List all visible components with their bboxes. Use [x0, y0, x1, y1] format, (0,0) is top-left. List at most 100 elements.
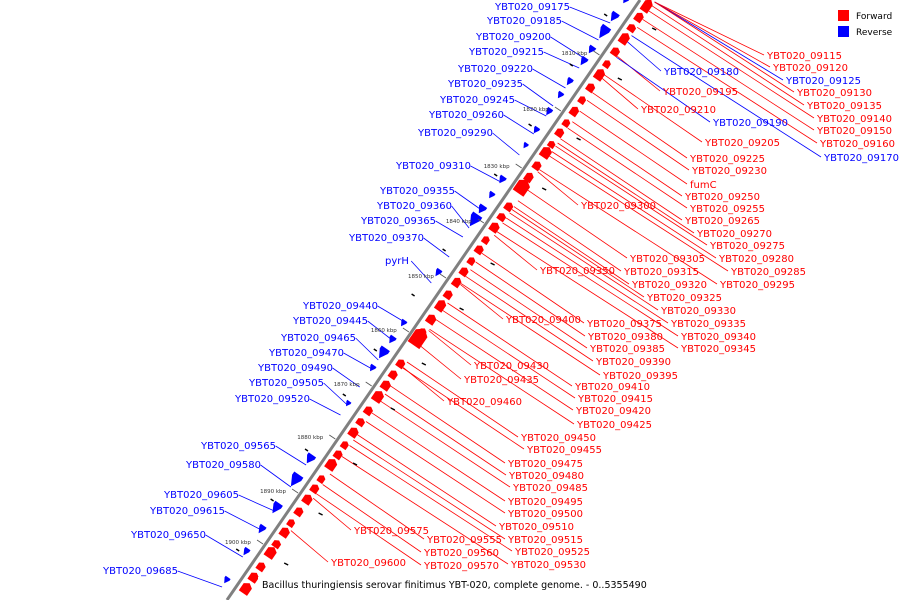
- right-gene-label: YBT020_09410: [574, 382, 650, 393]
- forward-gene-arrow: [450, 277, 462, 289]
- right-label-connector: [642, 19, 815, 131]
- right-label-connector: [356, 434, 497, 527]
- forward-gene-arrow: [286, 519, 296, 529]
- right-label-connector: [470, 269, 588, 349]
- right-gene-label: YBT020_09570: [423, 561, 499, 572]
- right-gene-label: YBT020_09315: [623, 267, 699, 278]
- reverse-label-connector: [177, 570, 223, 588]
- forward-gene-arrow: [466, 257, 476, 267]
- scale-tick-mark: [515, 163, 522, 169]
- reverse-gene-arrow: [272, 500, 283, 514]
- right-label-connector: [631, 35, 822, 158]
- legend-reverse-swatch: [838, 26, 849, 37]
- right-label-connector: [475, 261, 586, 337]
- right-gene-label: YBT020_09115: [766, 51, 842, 62]
- right-label-connector: [429, 328, 575, 425]
- rna-feature-mark: [528, 123, 532, 127]
- right-label-connector: [502, 222, 679, 337]
- right-label-connector: [353, 439, 506, 540]
- reverse-gene-label: YBT020_09370: [348, 233, 424, 244]
- reverse-gene-label: YBT020_09215: [468, 47, 544, 58]
- right-gene-label: YBT020_09255: [689, 204, 765, 215]
- right-label-connector: [496, 231, 679, 349]
- right-label-connector: [435, 319, 574, 411]
- right-label-connector: [592, 92, 688, 159]
- forward-gene-arrow: [309, 484, 320, 495]
- right-gene-label: YBT020_09430: [473, 361, 549, 372]
- right-gene-label: YBT020_09120: [772, 63, 848, 74]
- right-label-connector: [551, 151, 717, 259]
- reverse-label-connector: [522, 83, 554, 107]
- reverse-gene-label: YBT020_09220: [457, 64, 533, 75]
- gene-labels: YBT020_09175 YBT020_09185 YBT020_09200 YBT0…: [102, 2, 899, 577]
- reverse-label-connector: [410, 260, 432, 284]
- reverse-gene-label: YBT020_09505: [248, 378, 324, 389]
- reverse-label-connector: [550, 36, 586, 60]
- right-label-connector: [316, 493, 422, 566]
- right-gene-label: YBT020_09125: [785, 76, 861, 87]
- reverse-gene-arrow: [435, 267, 443, 277]
- right-label-connector: [371, 412, 506, 502]
- reverse-gene-arrow: [523, 141, 529, 149]
- forward-gene-arrow: [263, 547, 277, 560]
- scale-tick-mark: [477, 218, 485, 224]
- rna-feature-mark: [373, 348, 378, 352]
- reverse-gene-arrow: [290, 471, 304, 487]
- forward-gene-arrow: [546, 141, 556, 150]
- right-label-connector: [586, 99, 690, 171]
- right-gene-label: YBT020_09140: [816, 114, 892, 125]
- reverse-gene-arrow: [224, 575, 231, 584]
- right-label-connector: [548, 155, 729, 272]
- right-gene-label: YBT020_09150: [816, 126, 892, 137]
- reverse-gene-arrow: [546, 106, 554, 116]
- right-gene-label: YBT020_09510: [498, 522, 574, 533]
- right-gene-label: YBT020_09560: [423, 548, 499, 559]
- scale-tick-mark: [554, 106, 562, 112]
- right-label-connector: [312, 497, 352, 531]
- scale-ticks: 1810 kbp 1820 kbp 1830 kbp 1840 kbp 1850 kbp…: [225, 50, 600, 546]
- rna-feature-mark: [603, 13, 608, 17]
- right-gene-label: YBT020_09320: [631, 280, 707, 291]
- reverse-gene-label: YBT020_09235: [447, 79, 523, 90]
- forward-gene-arrow: [424, 314, 437, 326]
- label-connectors: [177, 1, 822, 588]
- reverse-gene-arrow: [623, 0, 630, 4]
- right-gene-label: YBT020_09170: [823, 153, 899, 164]
- right-gene-label: YBT020_09395: [602, 371, 678, 382]
- right-label-connector: [428, 330, 472, 366]
- right-label-connector: [537, 171, 579, 206]
- genome-axis: [225, 0, 642, 600]
- right-label-connector: [505, 217, 669, 324]
- forward-gene-arrow: [433, 300, 447, 313]
- right-gene-label: YBT020_09415: [577, 394, 653, 405]
- reverse-gene-label: pyrH: [385, 256, 409, 267]
- reverse-gene-label: YBT020_09605: [163, 490, 239, 501]
- forward-gene-arrow: [480, 236, 490, 246]
- right-gene-label: YBT020_09130: [796, 88, 872, 99]
- rna-feature-mark: [617, 77, 623, 81]
- rna-feature-mark: [318, 512, 323, 516]
- right-gene-label: YBT020_09180: [663, 67, 739, 78]
- reverse-gene-label: YBT020_09360: [376, 201, 452, 212]
- forward-gene-arrow: [407, 328, 428, 350]
- forward-gene-arrow: [347, 427, 359, 439]
- right-gene-label: YBT020_09190: [712, 118, 788, 129]
- right-gene-label: YBT020_09325: [646, 293, 722, 304]
- rna-feature-mark: [576, 137, 581, 141]
- forward-gene-arrow: [473, 245, 484, 256]
- forward-gene-arrow: [271, 540, 282, 550]
- right-gene-label: YBT020_09135: [806, 101, 882, 112]
- rna-feature-mark: [442, 248, 446, 252]
- right-label-connector: [329, 473, 425, 540]
- forward-gene-arrow: [561, 119, 571, 129]
- right-label-connector: [557, 142, 695, 234]
- reverse-gene-label: YBT020_09310: [395, 161, 471, 172]
- right-gene-label: YBT020_09375: [586, 319, 662, 330]
- forward-gene-arrow: [370, 391, 384, 404]
- right-label-connector: [390, 385, 506, 464]
- reverse-gene-label: YBT020_09465: [280, 333, 356, 344]
- rna-feature-mark: [235, 548, 240, 552]
- right-gene-label: YBT020_09210: [640, 105, 716, 116]
- forward-gene-arrow: [554, 128, 565, 139]
